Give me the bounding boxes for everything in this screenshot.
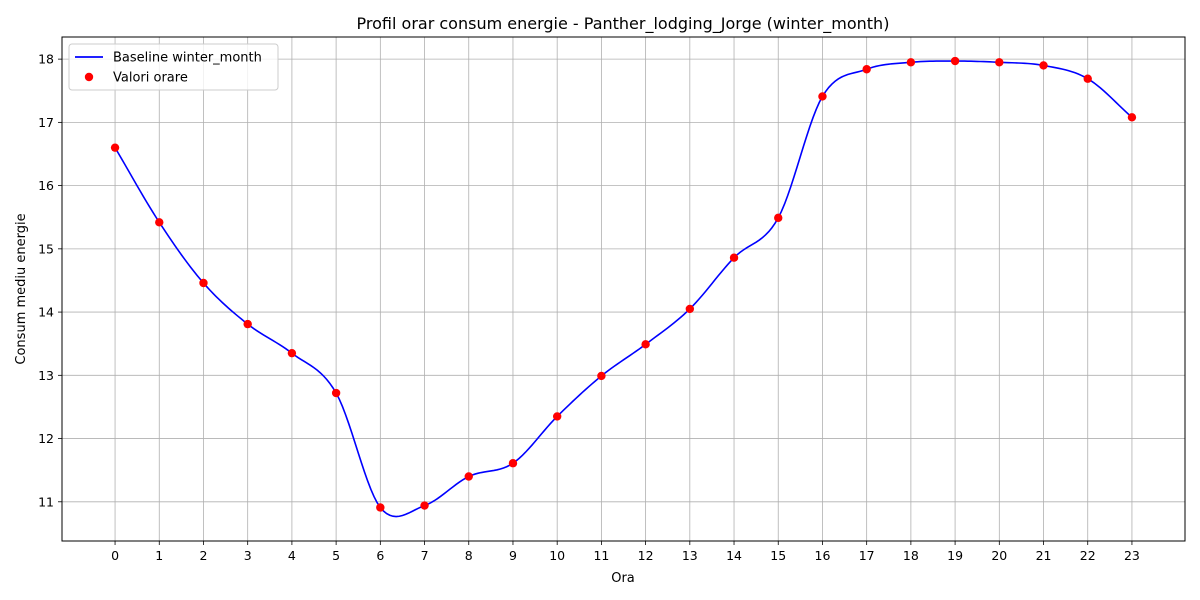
data-point (243, 319, 252, 329)
data-point (508, 459, 518, 468)
x-tick-label: 20 (991, 548, 1007, 563)
legend-box (68, 43, 279, 91)
x-tick-label: 1 (155, 548, 163, 563)
data-point (464, 472, 473, 481)
data-point (1083, 74, 1092, 83)
data-point (331, 388, 341, 398)
data-point (729, 253, 739, 262)
x-axis-label: Ora (611, 571, 635, 586)
legend-label-points: Valori orare (113, 71, 188, 86)
y-tick-label: 11 (38, 494, 54, 509)
data-point (950, 56, 960, 66)
x-tick-label: 17 (859, 548, 875, 563)
y-tick-label: 17 (38, 115, 54, 130)
data-point (552, 412, 562, 421)
data-point (906, 58, 916, 67)
y-axis-label: Consum mediu energie (14, 213, 29, 364)
y-tick-label: 14 (38, 305, 54, 320)
x-tick-label: 4 (288, 548, 296, 563)
y-tick-label: 18 (38, 52, 54, 67)
x-tick-label: 8 (465, 548, 473, 563)
plot-frame (61, 36, 1186, 542)
x-tick-label: 0 (111, 548, 119, 563)
x-tick-label: 23 (1124, 548, 1140, 563)
data-point (641, 340, 650, 349)
data-point (110, 143, 120, 152)
series-line-group (114, 60, 1133, 518)
data-point (376, 503, 385, 512)
x-tick-label: 9 (509, 548, 517, 563)
x-tick-label: 18 (903, 548, 919, 563)
data-point (1127, 113, 1137, 122)
y-tick-label: 12 (38, 431, 54, 446)
x-tick-label: 16 (815, 548, 831, 563)
x-tick-label: 11 (593, 548, 609, 563)
x-tick-label: 21 (1036, 548, 1052, 563)
x-tick-label: 5 (332, 548, 340, 563)
chart-title: Profil orar consum energie - Panther_lod… (357, 14, 890, 34)
data-point (685, 304, 695, 314)
y-axis: 11 12 13 14 15 16 17 18 (38, 52, 62, 509)
x-tick-label: 6 (376, 548, 384, 563)
x-tick-label: 3 (244, 548, 252, 563)
series-line-baseline (114, 60, 1133, 518)
data-point (774, 213, 783, 223)
x-tick-label: 14 (726, 548, 742, 563)
x-tick-label: 2 (200, 548, 208, 563)
x-tick-label: 12 (638, 548, 654, 563)
data-point (155, 218, 164, 227)
data-point (862, 65, 871, 74)
y-tick-label: 16 (38, 178, 54, 193)
legend: Baseline winter_month Valori orare (68, 43, 279, 91)
x-tick-label: 13 (682, 548, 698, 563)
data-point (597, 371, 606, 381)
y-tick-label: 15 (38, 241, 54, 256)
x-tick-label: 10 (549, 548, 565, 563)
data-point (287, 348, 297, 358)
data-point (818, 92, 827, 101)
x-tick-label: 22 (1080, 548, 1096, 563)
legend-point-swatch (84, 72, 94, 82)
data-point (420, 501, 429, 510)
x-tick-label: 19 (947, 548, 963, 563)
legend-label-line: Baseline winter_month (113, 51, 262, 66)
data-point (199, 278, 208, 288)
x-axis: 0 1 2 3 4 5 6 7 8 9 10 11 12 13 14 15 16 17 18 19 20 21 22 23 (111, 541, 1140, 563)
data-point (1039, 61, 1048, 70)
series-points-group (110, 56, 1137, 512)
x-tick-label: 7 (421, 548, 429, 563)
grid (62, 37, 1185, 541)
data-point (995, 58, 1004, 67)
y-tick-label: 13 (38, 368, 54, 383)
x-tick-label: 15 (770, 548, 786, 563)
